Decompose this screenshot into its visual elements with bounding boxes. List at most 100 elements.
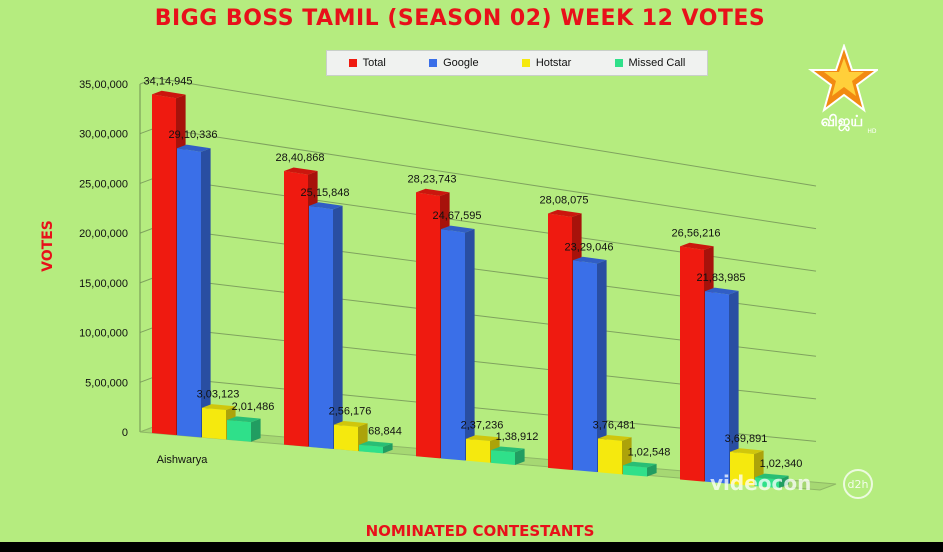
y-tick-label: 10,00,000 [79,328,128,340]
bar-side [729,290,739,484]
y-tick-label: 35,00,000 [79,79,128,91]
data-label: 2,01,486 [232,401,275,413]
data-label: 26,56,216 [672,227,721,239]
bar-top [152,90,186,99]
legend-item-missed-call: Missed Call [614,57,686,69]
legend-label-missed-call: Missed Call [628,57,686,69]
bar-side [251,418,261,442]
bar-total [416,192,440,459]
bar-top [441,225,475,233]
data-label: 1,38,912 [496,431,539,443]
bar-total [152,94,176,436]
bar-missed-call [227,419,251,442]
bar-google [441,229,465,461]
y-axis-label: VOTES [39,220,56,272]
data-label: 1,02,548 [628,446,671,458]
gridline-side [139,77,157,85]
y-tick-label: 0 [122,427,128,439]
y-tick-label: 15,00,000 [79,278,128,290]
legend-label-total: Total [362,57,386,69]
data-label: 28,08,075 [540,194,589,206]
bar-google [309,205,333,449]
sponsor-text: videocon [710,471,811,495]
bar-top [284,167,318,175]
data-label: 2,56,176 [329,406,372,418]
data-label: 21,83,985 [697,272,746,284]
bar-top [730,448,764,455]
legend-label-google: Google [443,57,479,69]
data-label: 2,37,236 [461,420,504,432]
legend-swatch-google [429,59,438,67]
x-tick-label: Aishwarya [157,454,209,466]
vijay-star-logo: விஜய் HD [808,44,878,134]
channel-logo-text: விஜய் [821,112,863,131]
legend-swatch-hotstar [521,59,530,67]
legend-item-hotstar: Hotstar [521,57,572,69]
data-label: 24,67,595 [433,210,482,222]
legend-item-total: Total [348,57,386,69]
bar-top [202,404,236,410]
legend-label-hotstar: Hotstar [535,57,572,69]
legend-swatch-total [348,59,357,67]
bar-hotstar [202,407,226,440]
legend-item-google: Google [429,57,479,69]
bar-hotstar [334,424,358,452]
data-label: 25,15,848 [301,187,350,199]
bar-top [573,256,607,264]
bar-top [680,242,714,250]
bar-top [416,188,450,196]
bar-missed-call [755,477,779,489]
gridline [155,176,817,272]
bar-hotstar [730,451,754,486]
bar-top [705,287,739,295]
bar-total [284,171,308,447]
x-axis-label: NOMINATED CONTESTANTS [365,522,595,540]
data-label: 3,76,481 [593,420,636,432]
bar-side [779,475,789,489]
data-label: 1,02,340 [760,458,803,470]
bar-side [333,205,343,449]
y-tick-label: 20,00,000 [79,228,128,240]
sponsor-watermark: videocon d2h [710,469,873,499]
y-tick-label: 30,00,000 [79,129,128,141]
data-label: 68,844 [368,426,402,438]
bar-top [755,473,789,480]
data-label: 23,29,046 [565,241,614,253]
bar-hotstar [598,438,622,475]
bar-top [598,434,632,441]
bar-top [334,421,368,427]
bar-google [573,260,597,473]
bar-side [465,228,475,461]
data-label: 3,03,123 [197,389,240,401]
y-tick-label: 5,00,000 [85,377,128,389]
data-label: 34,14,945 [144,75,193,87]
data-label: 3,69,891 [725,433,768,445]
chart-legend: Total Google Hotstar Missed Call [326,50,708,76]
bar-side [647,463,657,477]
gridline [155,77,817,187]
bar-hotstar [466,438,490,463]
gridline [155,127,817,230]
chart-title: BIGG BOSS TAMIL (SEASON 02) WEEK 12 VOTE… [154,6,766,31]
channel-logo-sub: HD [867,128,877,134]
bar-missed-call [359,444,383,454]
bar-total [680,246,704,482]
bar-top [227,416,261,423]
bar-google [177,148,201,438]
data-label: 28,40,868 [276,152,325,164]
y-tick-label: 25,00,000 [79,178,128,190]
sponsor-sub: d2h [848,478,869,491]
bar-top [309,202,343,210]
data-label: 29,10,336 [169,129,218,141]
data-label: 28,23,743 [408,173,457,185]
bar-top [491,446,525,453]
bar-total [548,213,572,470]
bar-side [515,448,525,465]
bar-side [383,443,393,454]
bar-side [201,148,211,438]
bar-top [466,435,500,441]
bar-top [623,461,657,468]
bar-missed-call [491,450,515,465]
bar-top [548,209,582,218]
